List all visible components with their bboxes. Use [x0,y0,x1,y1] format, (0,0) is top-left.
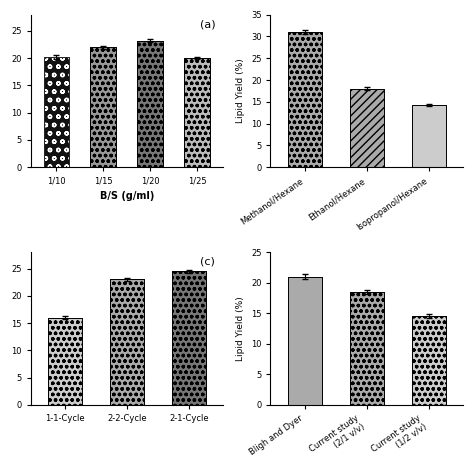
Bar [412,316,446,405]
Bar [412,316,446,405]
Bar [412,105,446,167]
Bar [288,277,322,405]
Y-axis label: Lipid Yield (%): Lipid Yield (%) [237,296,246,361]
Bar [44,57,69,167]
Bar [91,47,116,167]
Bar [412,105,446,167]
Bar [184,58,210,167]
Bar [288,32,322,167]
Bar [350,89,384,167]
Bar [350,89,384,167]
Bar [172,271,206,405]
Bar [91,47,116,167]
Bar [288,32,322,167]
Bar [48,318,82,405]
Bar [137,41,163,167]
Bar [110,280,144,405]
Bar [350,292,384,405]
Text: (c): (c) [201,257,215,267]
Bar [137,41,163,167]
Bar [44,57,69,167]
Bar [48,318,82,405]
Bar [110,280,144,405]
Bar [184,58,210,167]
Y-axis label: Lipid Yield (%): Lipid Yield (%) [237,58,245,123]
Bar [288,277,322,405]
Bar [350,292,384,405]
Text: (a): (a) [200,19,215,29]
X-axis label: B/S (g/ml): B/S (g/ml) [100,191,154,201]
Bar [172,271,206,405]
